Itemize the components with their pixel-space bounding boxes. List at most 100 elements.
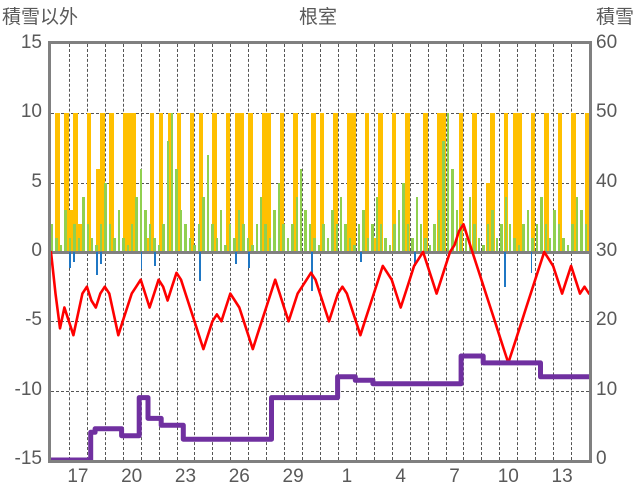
green-bar — [113, 238, 116, 252]
orange-bar — [77, 224, 83, 252]
green-bar — [51, 224, 54, 252]
green-bar — [153, 238, 156, 252]
green-bar — [375, 196, 379, 252]
green-bar — [322, 224, 325, 252]
green-bar — [540, 196, 543, 252]
x-tick: 7 — [449, 466, 460, 487]
green-bar — [380, 224, 383, 252]
green-bar — [202, 196, 205, 252]
x-tick: 26 — [228, 466, 250, 487]
green-bar — [295, 196, 298, 252]
green-bar — [277, 182, 281, 252]
orange-bar — [198, 113, 204, 252]
y-tick-right: 20 — [596, 309, 618, 331]
x-tick: 1 — [341, 466, 353, 487]
orange-bar — [557, 113, 563, 252]
x-tick: 23 — [174, 466, 197, 487]
green-bar — [522, 224, 525, 252]
green-bar — [131, 224, 134, 252]
y-tick-left: -10 — [14, 378, 42, 400]
orange-bar — [490, 113, 495, 252]
green-bar — [148, 224, 152, 252]
green-bar — [464, 238, 467, 252]
green-bar — [171, 113, 174, 252]
green-bar — [184, 224, 187, 252]
green-bar — [384, 238, 387, 252]
orange-bar — [405, 113, 410, 252]
orange-bar — [109, 113, 114, 252]
green-bar — [371, 224, 374, 252]
orange-bar — [391, 113, 397, 252]
orange-bar — [189, 113, 195, 252]
green-bar — [233, 238, 236, 252]
green-bar — [388, 245, 392, 252]
left-axis-title: 積雪以外 — [2, 7, 79, 28]
blue-precip-bar — [311, 252, 313, 291]
green-bar — [179, 210, 183, 252]
green-bar — [211, 224, 214, 252]
green-bar — [513, 238, 516, 252]
green-bar — [326, 238, 330, 252]
green-bar — [86, 224, 89, 252]
green-bar — [415, 196, 419, 252]
green-bar — [282, 224, 285, 252]
green-bar — [264, 224, 267, 252]
orange-bar — [517, 113, 522, 252]
green-bar — [188, 238, 192, 252]
green-bar — [575, 196, 579, 252]
green-bar — [64, 210, 67, 252]
green-bar — [402, 182, 405, 252]
orange-bar — [472, 113, 477, 252]
green-bar — [362, 210, 365, 252]
y-tick-left: -5 — [25, 309, 42, 331]
green-bar — [584, 224, 587, 252]
green-bar — [446, 113, 450, 252]
blue-precip-bar — [73, 252, 76, 262]
green-bar — [228, 224, 232, 252]
green-bar — [406, 224, 410, 252]
plot-area — [48, 41, 592, 463]
temperature-red-line — [51, 223, 589, 365]
green-bar — [477, 238, 481, 252]
orange-bar — [584, 113, 589, 252]
green-bar — [55, 238, 58, 252]
green-bar — [251, 245, 254, 252]
green-bar — [353, 245, 356, 252]
orange-bar — [346, 113, 352, 252]
orange-bar — [86, 113, 92, 252]
green-bar — [82, 196, 85, 252]
green-bar — [580, 210, 583, 252]
orange-bar — [73, 113, 78, 252]
orange-bar — [225, 113, 231, 252]
y-tick-left: 15 — [20, 32, 42, 53]
orange-bar — [167, 113, 173, 252]
green-bar — [571, 224, 574, 252]
plot-inner — [51, 44, 589, 460]
green-bar — [104, 182, 107, 252]
green-bar — [424, 238, 427, 252]
green-bar — [117, 210, 121, 252]
blue-precip-bar — [414, 252, 416, 266]
green-bar — [122, 238, 125, 252]
orange-bar — [234, 113, 240, 252]
snow-depth-purple-step — [51, 353, 589, 460]
green-bar — [451, 168, 454, 252]
green-bar — [304, 210, 307, 252]
blue-precip-bar — [95, 252, 98, 276]
green-bar — [193, 245, 196, 252]
orange-bar — [571, 113, 576, 252]
blue-precip-bar — [140, 252, 143, 270]
y-tick-left: -15 — [14, 448, 42, 469]
orange-bar — [320, 113, 325, 252]
green-bar — [166, 141, 170, 252]
x-tick: 4 — [395, 466, 406, 487]
green-bar — [473, 224, 476, 252]
green-bar — [224, 245, 227, 252]
green-bar — [219, 210, 223, 252]
orange-bar — [266, 113, 271, 252]
orange-bar — [364, 113, 370, 252]
green-bar — [157, 245, 161, 252]
orange-bar — [100, 113, 105, 252]
y-tick-left: 0 — [31, 240, 42, 261]
